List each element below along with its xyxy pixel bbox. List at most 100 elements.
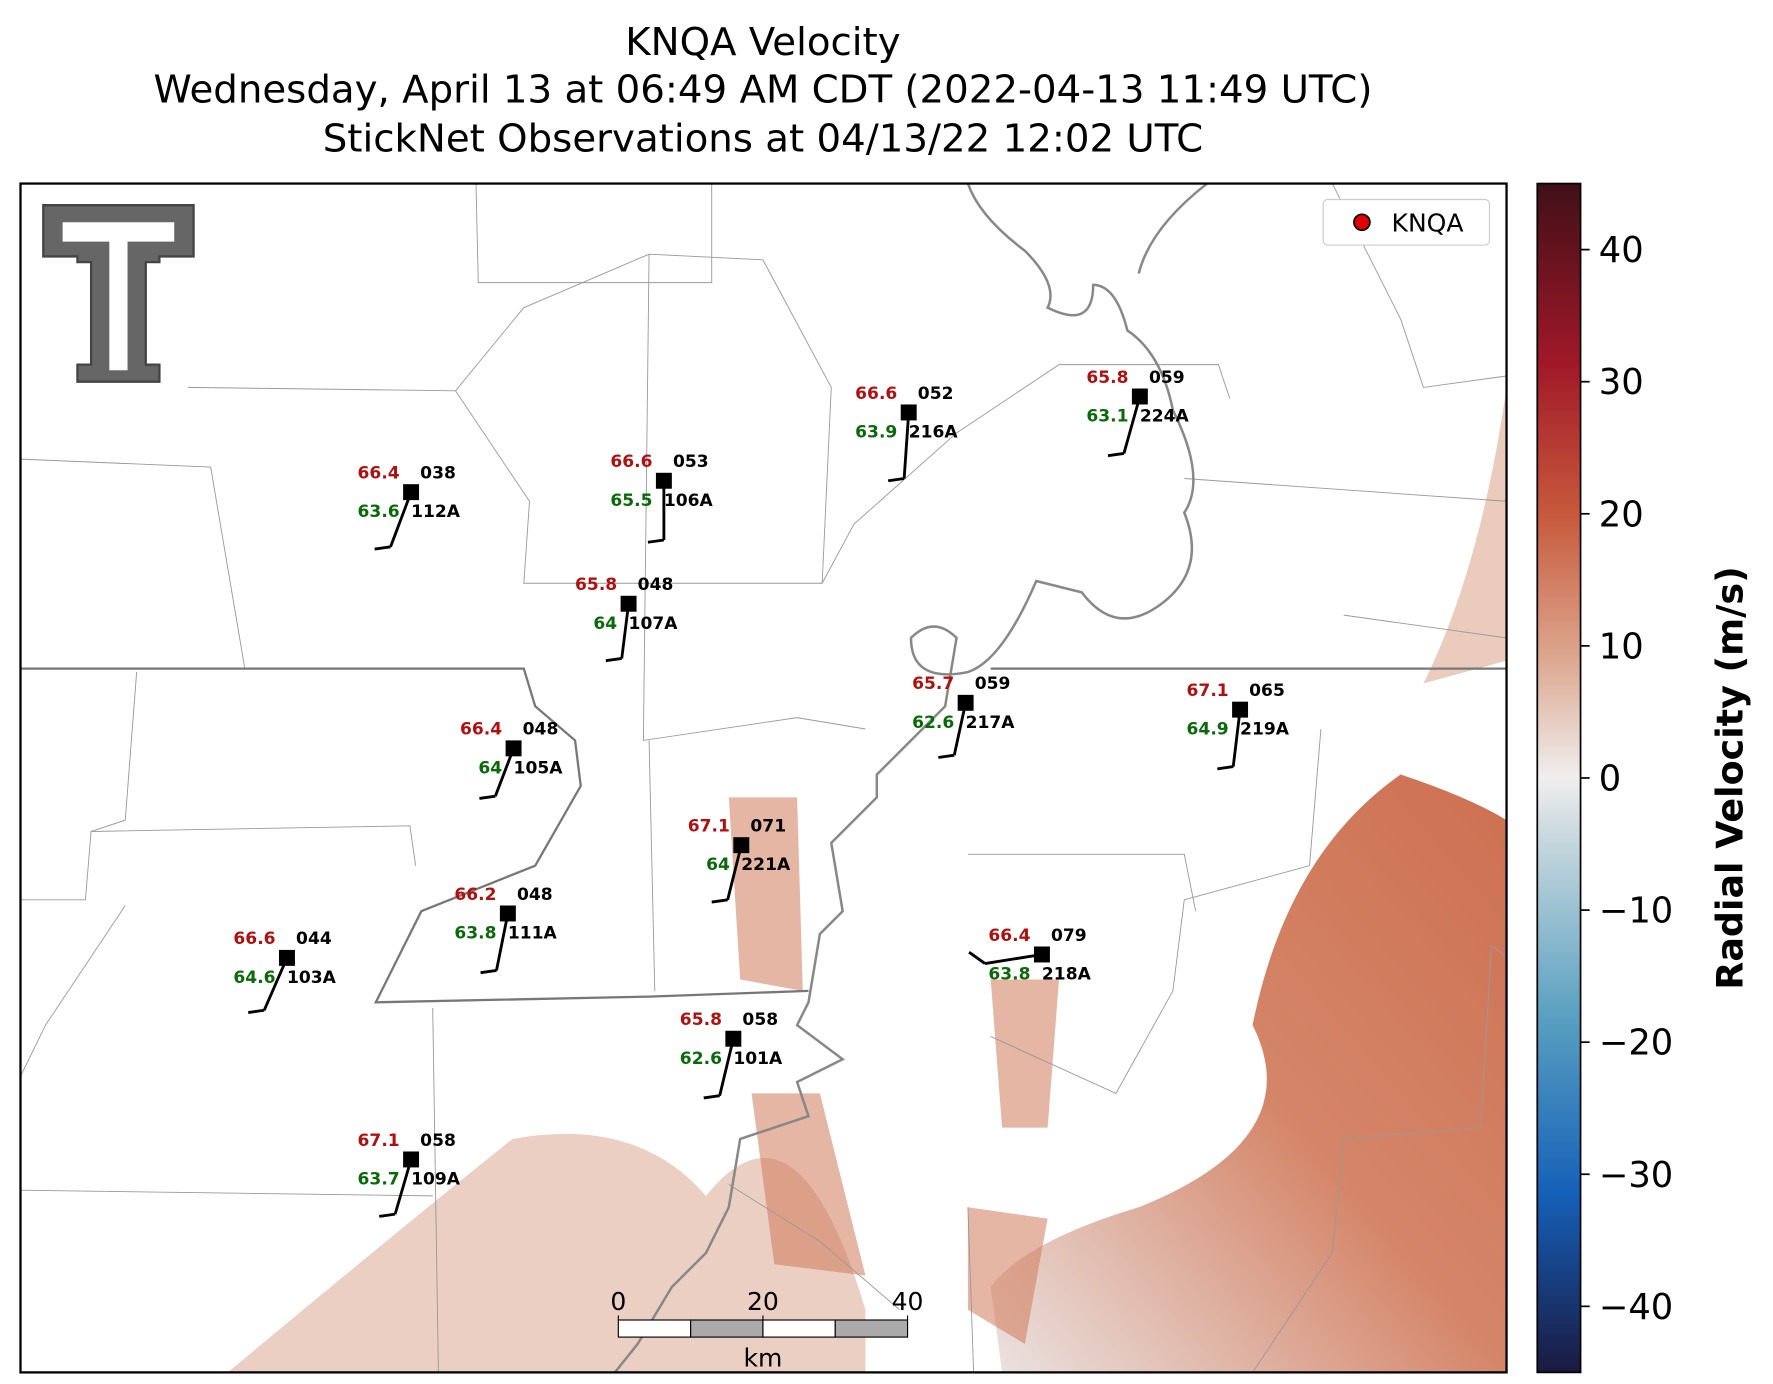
station-code: 058 [420,1131,456,1151]
temperature: 66.4 [358,463,400,483]
scale-bar-segment [762,1319,836,1338]
wind-barb-flag [1107,452,1125,458]
scale-bar-label: 20 [747,1287,779,1316]
dewpoint: 64 [478,758,502,778]
colorbar-tick-label: −30 [1599,1155,1674,1196]
wind-barb-flag [938,753,955,759]
wind-barb [902,412,911,479]
wind-barb-flag [968,951,986,965]
county-boundaries [20,183,1507,1373]
temperature: 66.2 [454,885,496,905]
wind-barb [262,957,289,1011]
station-id: 112A [411,502,461,522]
legend-box [1322,198,1491,246]
station-code: 052 [918,384,954,404]
logo-inner [62,222,175,371]
station-id: 101A [733,1049,783,1069]
dewpoint: 63.1 [1086,407,1128,427]
legend: KNQA [1322,198,1491,246]
wind-barb [1231,709,1242,767]
wind-barb [495,913,510,971]
wind-barb [620,603,630,659]
station-id: 217A [966,713,1016,733]
dewpoint: 64.9 [1187,720,1229,740]
station-marker [655,472,672,489]
station-id: 221A [741,855,791,875]
station-code: 065 [1249,681,1285,701]
station-id: 218A [1042,965,1092,985]
legend-marker [1353,213,1371,232]
colorbar-tick-label: 40 [1599,230,1644,271]
station-marker [403,1151,420,1168]
station-id: 103A [287,968,337,988]
temperature: 66.4 [988,926,1030,946]
state-boundary [20,667,1507,1004]
colorbar-tick-label: −40 [1599,1287,1674,1328]
station-code: 053 [673,452,709,472]
wind-barb-flag [374,545,391,551]
colorbar: Radial Velocity (m/s) 40 30 20 10 0 −10 −20 −30… [1536,182,1751,1374]
wind-barb [393,1159,413,1215]
station-code: 048 [517,885,553,905]
temperature: 65.8 [575,575,617,595]
colorbar-ramp [1536,182,1582,1374]
temperature: 65.8 [1086,368,1128,388]
station-id: 224A [1140,407,1190,427]
station-id: 109A [411,1170,461,1190]
scale-bar-segment [690,1319,764,1338]
stations: 66.4 038 63.6 112A 66.6 053 65.5 106A 66.6 052 63.… [233,368,1290,1218]
station-marker [1033,946,1050,963]
dewpoint: 63.9 [855,422,897,442]
legend-label: KNQA [1392,208,1464,237]
station-id: 105A [514,758,564,778]
dewpoint: 64.6 [233,968,275,988]
wind-barb-flag [605,656,622,663]
title-line: Wednesday, April 13 at 06:49 AM CDT (202… [153,68,1372,113]
scale-bar-unit: km [743,1344,782,1373]
temperature: 66.6 [610,452,652,472]
scale-bar-label: 40 [892,1287,924,1316]
wind-barb-flag [703,1094,720,1100]
station-id: 216A [909,422,959,442]
wind-barb-flag [711,898,728,904]
station-marker [733,837,750,854]
colorbar-label: Radial Velocity (m/s) [1708,566,1751,989]
wind-barb [952,702,968,756]
dewpoint: 63.7 [358,1170,400,1190]
station-id: 111A [508,924,558,944]
dewpoint: 62.6 [680,1049,722,1069]
map-area: 66.4 038 63.6 112A 66.6 053 65.5 106A 66.6 052 63.… [19,182,1508,1374]
colorbar-tick-label: −20 [1599,1023,1674,1064]
station-code: 071 [750,816,786,836]
colorbar-tick-label: 10 [1599,626,1644,667]
station-marker [499,905,516,922]
colorbar-tick-label: 20 [1599,494,1644,535]
station-code: 038 [420,463,456,483]
dewpoint: 64 [706,855,730,875]
station-id: 219A [1240,720,1290,740]
temperature: 67.1 [1187,681,1229,701]
station-id: 106A [664,491,714,511]
radar-echo [227,1133,866,1373]
station-marker [620,595,637,612]
colorbar-tick-label: 30 [1599,362,1644,403]
station-marker [900,404,917,421]
temperature: 65.7 [912,674,954,694]
wind-barb [718,1038,735,1097]
radar-echo [728,797,1060,1344]
station-code: 044 [296,929,332,949]
wind-barb [1122,396,1142,454]
dewpoint: 63.8 [988,965,1030,985]
scale-bar: 0 20 40 km [610,1287,923,1373]
title-line: StickNet Observations at 04/13/22 12:02 … [323,117,1203,162]
wind-barb [726,844,743,901]
station-marker [1232,701,1249,718]
title-line: KNQA Velocity [625,20,900,65]
temperature: 66.6 [233,929,275,949]
university-logo [42,204,195,383]
wind-barb-flag [1217,765,1234,771]
station-code: 048 [523,720,559,740]
dewpoint: 62.6 [912,713,954,733]
scale-bar-segment [834,1319,909,1338]
station-marker [403,484,420,501]
